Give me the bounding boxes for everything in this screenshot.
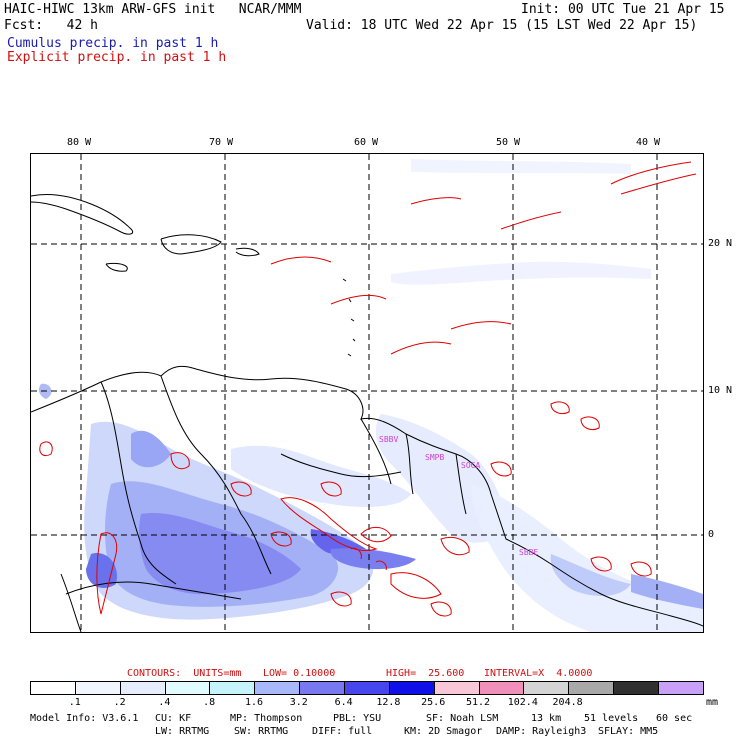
lon-label-80w: 80 W bbox=[67, 137, 92, 148]
diff-option: DIFF: full bbox=[312, 726, 373, 737]
map-canvas: SBBV SMPB SOCA SBBE bbox=[31, 154, 703, 632]
scale-swatch bbox=[75, 682, 121, 694]
lon-label-40w: 40 W bbox=[636, 137, 661, 148]
color-scale-bar bbox=[30, 681, 704, 695]
scale-label: 6.4 bbox=[334, 697, 353, 708]
scale-unit: mm bbox=[706, 697, 719, 708]
model-info: Model Info: V3.6.1 bbox=[30, 713, 139, 724]
station-labels: SBBV SMPB SOCA SBBE bbox=[379, 435, 538, 557]
contour-high: HIGH= 25.600 bbox=[386, 668, 465, 679]
lon-label-60w: 60 W bbox=[354, 137, 379, 148]
chart-title: HAIC-HIWC 13km ARW-GFS init NCAR/MMM bbox=[4, 2, 302, 17]
km-option: KM: 2D Smagor bbox=[404, 726, 483, 737]
lat-lon-grid bbox=[31, 154, 703, 632]
forecast-hour: Fcst: 42 h bbox=[4, 18, 98, 33]
sflay-option: SFLAY: MM5 bbox=[598, 726, 659, 737]
damp-option: DAMP: Rayleigh3 bbox=[496, 726, 587, 737]
contour-low: LOW= 0.10000 bbox=[263, 668, 336, 679]
lat-label-equator: 0 bbox=[708, 529, 715, 540]
scale-label: .1 bbox=[68, 697, 81, 708]
cumulus-precip-shading bbox=[38, 159, 703, 632]
init-time: Init: 00 UTC Tue 21 Apr 15 bbox=[521, 2, 725, 17]
scale-swatch bbox=[210, 682, 256, 694]
grid-spacing: 13 km bbox=[531, 713, 562, 724]
station-sbbe: SBBE bbox=[519, 548, 538, 557]
scale-label: 25.6 bbox=[421, 697, 446, 708]
scale-label: .2 bbox=[113, 697, 126, 708]
scale-swatch bbox=[165, 682, 211, 694]
explicit-precip-label: Explicit precip. in past 1 h bbox=[7, 50, 227, 65]
precip-map: SBBV SMPB SOCA SBBE bbox=[30, 153, 704, 633]
scale-label: 204.8 bbox=[552, 697, 583, 708]
scale-label: 102.4 bbox=[507, 697, 538, 708]
contour-units: CONTOURS: UNITS=mm bbox=[127, 668, 242, 679]
scale-swatch bbox=[255, 682, 301, 694]
scale-label: 3.2 bbox=[289, 697, 308, 708]
scale-swatch bbox=[300, 682, 346, 694]
lat-label-20n: 20 N bbox=[708, 238, 733, 249]
lon-label-70w: 70 W bbox=[209, 137, 234, 148]
scale-swatch bbox=[479, 682, 525, 694]
scale-swatch bbox=[569, 682, 615, 694]
scale-label: 1.6 bbox=[244, 697, 264, 708]
cumulus-precip-label: Cumulus precip. in past 1 h bbox=[7, 36, 219, 51]
station-smpb: SMPB bbox=[425, 453, 444, 462]
sw-scheme: SW: RRTMG bbox=[234, 726, 289, 737]
vertical-levels: 51 levels bbox=[584, 713, 639, 724]
pbl-scheme: PBL: YSU bbox=[333, 713, 382, 724]
scale-label: 51.2 bbox=[465, 697, 491, 708]
scale-label: .8 bbox=[203, 697, 216, 708]
lw-scheme: LW: RRTMG bbox=[155, 726, 210, 737]
explicit-precip-contours bbox=[39, 161, 697, 617]
station-sbbv: SBBV bbox=[379, 435, 398, 444]
scale-label: 12.8 bbox=[376, 697, 401, 708]
lat-label-10n: 10 N bbox=[708, 385, 733, 396]
station-soca: SOCA bbox=[461, 461, 480, 470]
scale-swatch bbox=[524, 682, 570, 694]
scale-swatch bbox=[659, 682, 703, 694]
coastlines bbox=[31, 193, 703, 632]
scale-swatch bbox=[31, 682, 76, 694]
cu-scheme: CU: KF bbox=[155, 713, 192, 724]
scale-swatch bbox=[434, 682, 480, 694]
time-step: 60 sec bbox=[656, 713, 693, 724]
lon-label-50w: 50 W bbox=[496, 137, 521, 148]
sf-scheme: SF: Noah LSM bbox=[426, 713, 499, 724]
scale-swatch bbox=[120, 682, 166, 694]
scale-swatch bbox=[614, 682, 660, 694]
contour-interval: INTERVAL=X 4.0000 bbox=[484, 668, 593, 679]
scale-swatch bbox=[345, 682, 390, 694]
valid-time: Valid: 18 UTC Wed 22 Apr 15 (15 LST Wed … bbox=[306, 18, 698, 33]
mp-scheme: MP: Thompson bbox=[230, 713, 303, 724]
scale-swatch bbox=[389, 682, 435, 694]
scale-label: .4 bbox=[158, 697, 171, 708]
